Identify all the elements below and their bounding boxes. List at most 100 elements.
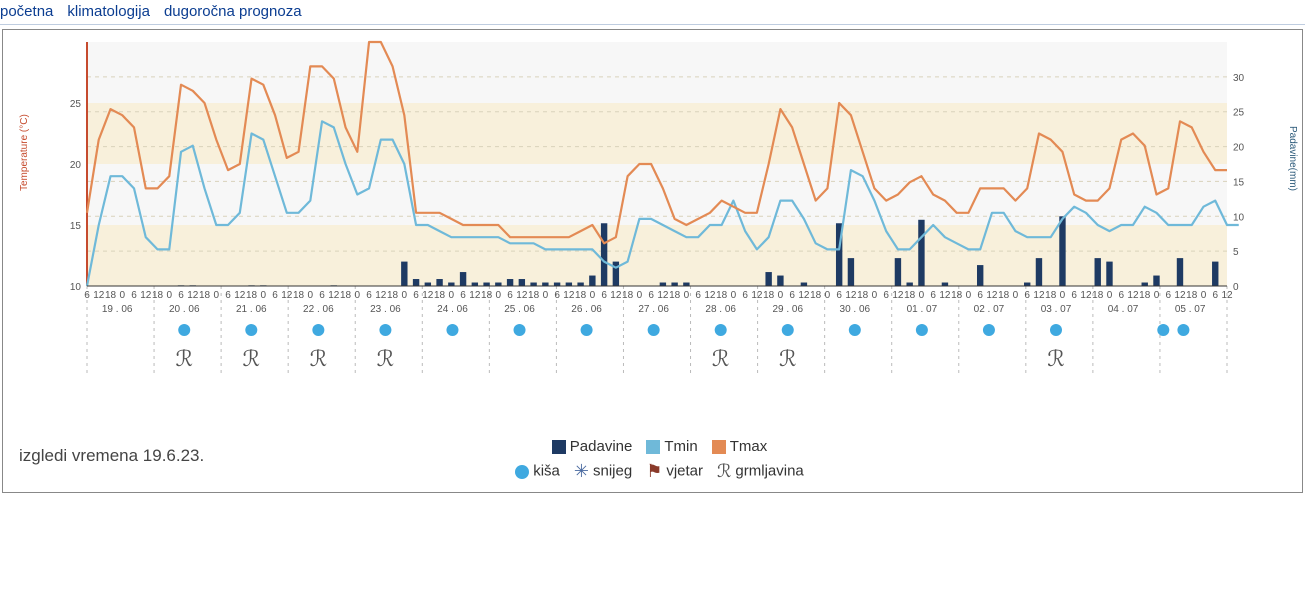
svg-text:6: 6: [272, 290, 278, 301]
svg-text:12: 12: [1174, 290, 1186, 301]
svg-text:29 . 06: 29 . 06: [772, 304, 803, 315]
svg-text:18: 18: [1139, 290, 1151, 301]
svg-text:18: 18: [951, 290, 963, 301]
svg-text:18: 18: [904, 290, 916, 301]
svg-text:12: 12: [93, 290, 105, 301]
svg-text:12: 12: [939, 290, 951, 301]
svg-text:18: 18: [246, 290, 258, 301]
svg-text:12: 12: [375, 290, 387, 301]
svg-text:12: 12: [516, 290, 528, 301]
svg-text:18: 18: [1045, 290, 1057, 301]
legend-label: Tmin: [664, 438, 697, 455]
svg-text:6: 6: [1024, 290, 1030, 301]
svg-text:23 . 06: 23 . 06: [370, 304, 401, 315]
legend-swatch: [712, 440, 726, 454]
svg-text:ℛ: ℛ: [175, 346, 193, 371]
nav-link-dugoročna-prognoza[interactable]: dugoročna prognoza: [164, 3, 302, 20]
svg-text:28 . 06: 28 . 06: [705, 304, 736, 315]
svg-text:0: 0: [1013, 290, 1019, 301]
svg-text:26 . 06: 26 . 06: [571, 304, 602, 315]
svg-text:6: 6: [178, 290, 184, 301]
svg-text:0: 0: [543, 290, 549, 301]
svg-text:12: 12: [234, 290, 246, 301]
svg-text:01 . 07: 01 . 07: [907, 304, 938, 315]
legend-label: vjetar: [666, 462, 703, 479]
svg-text:10: 10: [70, 282, 82, 293]
svg-text:12: 12: [187, 290, 199, 301]
svg-text:0: 0: [166, 290, 172, 301]
svg-text:18: 18: [199, 290, 211, 301]
y-axis-left-label: Temperature (°C): [19, 114, 30, 191]
nav-link-klimatologija[interactable]: klimatologija: [67, 3, 150, 20]
svg-text:18: 18: [293, 290, 305, 301]
chart-svg: 1015202505101520253061218061218061218061…: [57, 36, 1257, 406]
svg-text:6: 6: [413, 290, 419, 301]
svg-text:18: 18: [481, 290, 493, 301]
svg-text:21 . 06: 21 . 06: [236, 304, 267, 315]
svg-text:0: 0: [590, 290, 596, 301]
forecast-chart-frame: Temperature (°C) Padavine(mm) 1015202505…: [2, 29, 1303, 493]
svg-text:18: 18: [1186, 290, 1198, 301]
y-axis-right-label: Padavine(mm): [1287, 126, 1298, 191]
svg-text:19 . 06: 19 . 06: [102, 304, 133, 315]
svg-text:ℛ: ℛ: [1047, 346, 1065, 371]
svg-text:12: 12: [892, 290, 904, 301]
svg-text:18: 18: [810, 290, 822, 301]
svg-text:12: 12: [1080, 290, 1092, 301]
plot-area: Temperature (°C) Padavine(mm) 1015202505…: [57, 36, 1268, 406]
svg-text:24 . 06: 24 . 06: [437, 304, 468, 315]
legend-label: kiša: [533, 462, 560, 479]
svg-text:6: 6: [789, 290, 795, 301]
svg-text:10: 10: [1233, 212, 1245, 223]
legend-swatch: ⚑: [646, 461, 662, 482]
svg-text:12: 12: [845, 290, 857, 301]
svg-text:12: 12: [422, 290, 434, 301]
svg-text:5: 5: [1233, 247, 1239, 258]
svg-text:02 . 07: 02 . 07: [974, 304, 1005, 315]
svg-text:6: 6: [554, 290, 560, 301]
svg-text:6: 6: [1071, 290, 1077, 301]
legend-swatch: ℛ: [717, 461, 731, 482]
svg-text:12: 12: [610, 290, 622, 301]
svg-text:18: 18: [1092, 290, 1104, 301]
svg-text:12: 12: [798, 290, 810, 301]
legend-swatch: ✳: [574, 461, 589, 482]
svg-text:12: 12: [1221, 290, 1233, 301]
svg-text:04 . 07: 04 . 07: [1108, 304, 1139, 315]
svg-text:0: 0: [355, 290, 361, 301]
svg-text:6: 6: [460, 290, 466, 301]
svg-text:ℛ: ℛ: [779, 346, 797, 371]
svg-text:6: 6: [883, 290, 889, 301]
svg-text:12: 12: [657, 290, 669, 301]
svg-text:18: 18: [434, 290, 446, 301]
svg-text:6: 6: [601, 290, 607, 301]
svg-text:ℛ: ℛ: [310, 346, 328, 371]
svg-text:0: 0: [872, 290, 878, 301]
svg-text:0: 0: [966, 290, 972, 301]
svg-text:6: 6: [1165, 290, 1171, 301]
nav-link-početna[interactable]: početna: [0, 3, 53, 20]
svg-text:0: 0: [1154, 290, 1160, 301]
svg-text:18: 18: [857, 290, 869, 301]
svg-text:0: 0: [778, 290, 784, 301]
svg-text:0: 0: [1060, 290, 1066, 301]
svg-text:6: 6: [1212, 290, 1218, 301]
svg-text:ℛ: ℛ: [377, 346, 395, 371]
legend-row-series: PadavineTminTmax: [13, 438, 1292, 455]
svg-text:0: 0: [308, 290, 314, 301]
svg-text:6: 6: [836, 290, 842, 301]
legend-row-symbols: kiša✳snijeg⚑vjetarℛgrmljavina: [13, 461, 1292, 482]
svg-text:18: 18: [763, 290, 775, 301]
legend-swatch: [646, 440, 660, 454]
svg-text:25: 25: [1233, 108, 1245, 119]
svg-text:12: 12: [1127, 290, 1139, 301]
svg-text:30 . 06: 30 . 06: [840, 304, 871, 315]
svg-text:6: 6: [84, 290, 90, 301]
svg-text:0: 0: [261, 290, 267, 301]
svg-text:18: 18: [669, 290, 681, 301]
svg-text:6: 6: [695, 290, 701, 301]
legend-swatch: [515, 465, 529, 479]
svg-text:15: 15: [70, 221, 82, 232]
svg-text:0: 0: [119, 290, 125, 301]
svg-text:0: 0: [825, 290, 831, 301]
